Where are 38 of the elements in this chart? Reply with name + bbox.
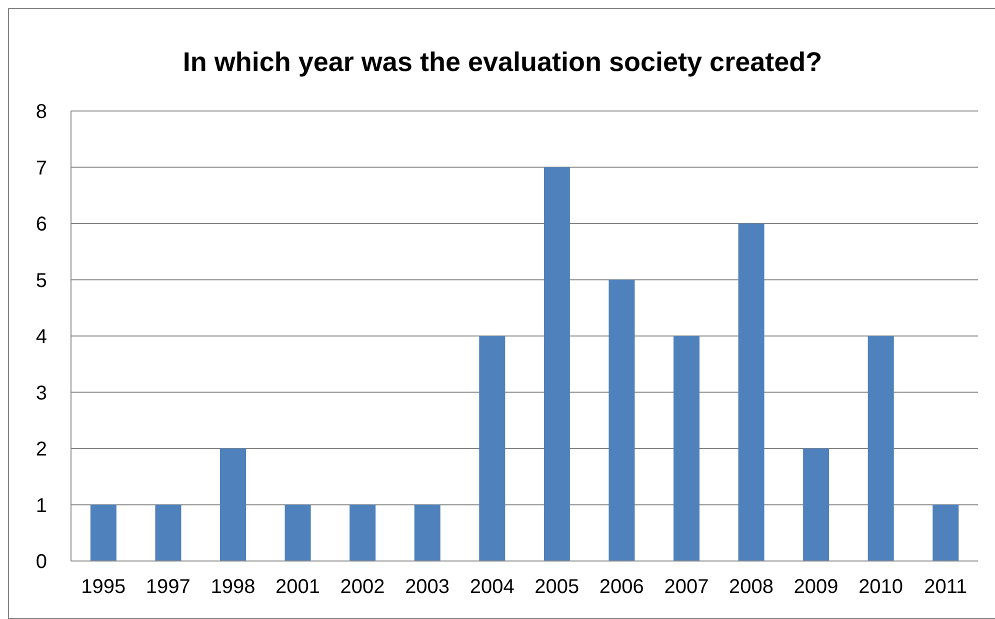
bar bbox=[414, 504, 440, 561]
chart-title: In which year was the evaluation society created? bbox=[182, 46, 824, 77]
y-tick-label: 2 bbox=[36, 438, 47, 461]
x-tick-label: 2002 bbox=[340, 576, 385, 598]
y-tick-label: 4 bbox=[36, 326, 47, 348]
y-tick-label: 3 bbox=[36, 382, 47, 404]
x-tick-label: 2010 bbox=[858, 576, 904, 598]
x-tick-label: 1995 bbox=[81, 576, 126, 598]
x-tick-label: 2003 bbox=[405, 576, 450, 598]
bar bbox=[479, 336, 506, 561]
x-tick-label: 1997 bbox=[146, 576, 190, 598]
x-tick-label: 2009 bbox=[794, 576, 838, 598]
bar bbox=[90, 504, 116, 561]
bar bbox=[608, 280, 635, 561]
bar bbox=[932, 504, 959, 561]
y-tick-label: 0 bbox=[36, 551, 47, 574]
bar bbox=[350, 504, 376, 561]
y-tick-label: 7 bbox=[36, 157, 47, 180]
bar bbox=[868, 336, 894, 561]
x-tick-label: 2001 bbox=[276, 576, 320, 598]
bar bbox=[803, 448, 830, 561]
x-tick-label: 2005 bbox=[534, 576, 580, 598]
x-tick-label: 2011 bbox=[924, 576, 968, 598]
bar bbox=[284, 504, 311, 561]
x-tick-label: 2008 bbox=[729, 576, 774, 598]
bar bbox=[674, 336, 700, 561]
y-tick-label: 8 bbox=[36, 101, 47, 124]
bar bbox=[544, 167, 570, 561]
bar bbox=[155, 504, 182, 561]
y-tick-label: 1 bbox=[36, 494, 47, 517]
y-tick-label: 5 bbox=[36, 270, 47, 292]
x-tick-label: 1998 bbox=[210, 576, 256, 598]
x-tick-label: 2006 bbox=[599, 576, 644, 598]
x-tick-label: 2004 bbox=[470, 576, 514, 598]
x-tick-label: 2007 bbox=[664, 576, 709, 598]
y-tick-label: 6 bbox=[36, 214, 47, 236]
bar bbox=[738, 224, 764, 561]
bar bbox=[220, 448, 246, 561]
